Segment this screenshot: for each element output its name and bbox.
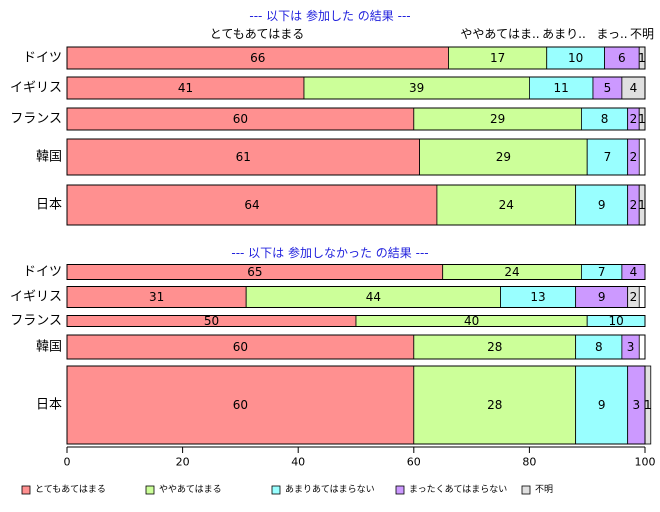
response-header-label: 不明 [630,27,654,41]
bar-segment [66,365,415,445]
data-label: 44 [366,290,381,304]
response-header-label: とてもあてはまる [210,27,305,41]
bar-outline [66,315,646,327]
data-label: 1 [638,198,646,212]
data-label: 9 [598,398,606,412]
data-label: 2 [630,112,638,126]
data-label: 1 [644,398,652,412]
data-label: 9 [598,198,606,212]
data-label: 29 [490,112,505,126]
data-label: 66 [250,51,265,65]
data-label: 64 [244,198,259,212]
data-label: 28 [487,398,502,412]
legend-label: 不明 [535,484,553,495]
country-label: ドイツ [23,51,62,66]
x-tick-label: 20 [176,456,190,469]
country-label: イギリス [10,81,62,96]
country-label: ドイツ [23,265,62,280]
data-label: 17 [490,51,505,65]
bar-segment [66,334,415,360]
bar-outline [66,264,646,280]
data-label: 11 [554,81,569,95]
data-label: 41 [178,81,193,95]
country-label: イギリス [10,290,62,305]
data-label: 1 [638,112,646,126]
legend-swatch [521,485,531,495]
data-label: 3 [627,340,635,354]
data-label: 6 [618,51,626,65]
data-label: 28 [487,340,502,354]
country-label: フランス [10,112,62,127]
legend-label: まったくあてはまらない [409,484,507,495]
data-label: 10 [568,51,583,65]
data-label: 50 [204,314,219,328]
bar-outline [66,286,646,308]
data-label: 24 [499,198,514,212]
data-label: 7 [604,150,612,164]
data-label: 9 [598,290,606,304]
data-label: 8 [595,340,603,354]
x-tick-label: 60 [407,456,421,469]
data-label: 4 [630,265,638,279]
bar-outline [66,76,646,100]
bar-outline [66,107,646,131]
response-header-label: まっ.. [596,27,627,41]
x-tick-label: 40 [291,456,305,469]
country-label: フランス [10,314,62,329]
data-label: 1 [638,51,646,65]
data-label: 61 [236,150,251,164]
data-label: 4 [630,81,638,95]
data-label: 24 [504,265,519,279]
bar-segment [575,334,623,360]
country-label: 日本 [36,198,62,213]
data-label: 2 [630,290,638,304]
data-label: 2 [630,198,638,212]
panel-title: --- 以下は 参加した の結果 --- [249,8,410,23]
x-tick-label: 100 [635,456,656,469]
country-label: 韓国 [36,340,62,355]
bar-segment [575,365,629,445]
bar-segment [413,365,577,445]
response-header-label: ややあてはま.. [460,27,539,41]
response-header-label: あまり.. [542,27,586,41]
bar-outline [66,334,646,360]
legend-label: あまりあてはまらない [285,484,375,495]
bar-segment [586,138,629,176]
data-label: 40 [464,314,479,328]
legend-swatch [271,485,281,495]
panel-title: --- 以下は 参加しなかった の結果 --- [231,245,428,260]
bar-outline [66,365,646,445]
legend-label: ややあてはまる [159,484,222,495]
bar-segment [66,184,438,226]
data-label: 2 [630,150,638,164]
country-label: 韓国 [36,150,62,165]
bar-outline [66,138,646,176]
data-label: 10 [608,314,623,328]
legend-swatch [145,485,155,495]
legend-swatch [395,485,405,495]
x-tick-label: 80 [522,456,536,469]
legend-swatch [21,485,31,495]
legend-label: とてもあてはまる [35,484,106,495]
bar-outline [66,46,646,70]
data-label: 60 [233,340,248,354]
bar-segment [419,138,588,176]
data-label: 31 [149,290,164,304]
bar-segment [66,138,420,176]
data-label: 60 [233,112,248,126]
data-label: 39 [409,81,424,95]
data-label: 13 [530,290,545,304]
country-label: 日本 [36,398,62,413]
bar-outline [66,184,646,226]
data-label: 8 [601,112,609,126]
x-tick-label: 0 [64,456,71,469]
data-label: 5 [604,81,612,95]
data-label: 65 [247,265,262,279]
data-label: 3 [633,398,641,412]
data-label: 60 [233,398,248,412]
data-label: 7 [598,265,606,279]
data-label: 29 [496,150,511,164]
